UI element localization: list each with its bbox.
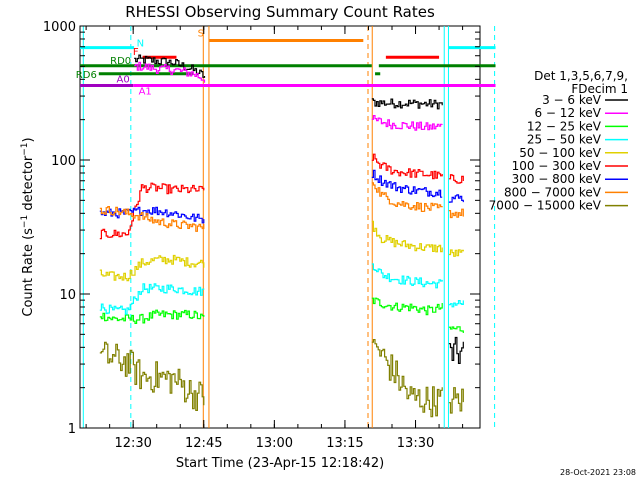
series-25-50-kev-segment-2: [448, 300, 464, 308]
legend-label-3-6-kev: 3 − 6 keV: [542, 93, 602, 107]
series-300-800-kev-segment-0: [99, 206, 205, 224]
series-800-7000-kev-segment-0: [99, 206, 205, 232]
flag-label-s: S: [198, 28, 204, 39]
x-tick-label-13-15: 13:15: [326, 436, 363, 451]
y-axis-label-mid: detector: [21, 155, 36, 215]
x-tick-label-12-30: 12:30: [114, 436, 151, 451]
y-tick-label-100: 100: [51, 154, 76, 169]
series-50-100-kev-segment-0: [99, 254, 205, 282]
flag-label-a1: A1: [139, 86, 152, 97]
series-6-12-kev-segment-1: [371, 115, 443, 131]
y-axis-label-sup2: −1: [20, 142, 30, 155]
series-6-12-kev-segment-0: [134, 61, 206, 83]
series-12-25-kev-segment-0: [99, 309, 205, 324]
y-axis-label-base: Count Rate (s: [21, 228, 36, 317]
series-12-25-kev-segment-2: [448, 326, 464, 333]
plot-frame: [79, 25, 481, 429]
series-25-50-kev-segment-0: [99, 283, 205, 315]
chart-title: RHESSI Observing Summary Count Rates: [125, 3, 435, 21]
series-100-300-kev-segment-0: [99, 182, 205, 240]
series-50-100-kev-segment-1: [371, 220, 443, 253]
series-7000-15000-kev-segment-1: [371, 339, 443, 418]
flag-label-rd6: RD6: [76, 70, 97, 81]
legend-label-25-50-kev: 25 − 50 keV: [527, 133, 602, 147]
series-3-6-kev-segment-2: [448, 336, 464, 364]
flag-label-f: F: [133, 47, 139, 58]
footer-timestamp: 28-Oct-2021 23:08: [560, 468, 636, 477]
flag-label-a0: A0: [117, 74, 130, 85]
legend-label-100-300-kev: 100 − 300 keV: [512, 159, 602, 173]
series-7000-15000-kev-segment-0: [99, 341, 205, 411]
y-tick-label-1000: 1000: [43, 20, 76, 35]
y-axis-label: Count Rate (s−1 detector−1): [20, 137, 36, 316]
y-axis-label-sup1: −1: [20, 215, 30, 228]
y-axis-label-end: ): [21, 137, 36, 142]
series-800-7000-kev-segment-1: [371, 182, 443, 212]
y-tick-label-10: 10: [59, 288, 76, 303]
series-3-6-kev-segment-0: [134, 54, 206, 78]
series-25-50-kev-segment-1: [371, 263, 443, 289]
x-axis-label: Start Time (23-Apr-15 12:18:42): [176, 456, 384, 471]
series-100-300-kev-segment-1: [371, 153, 443, 180]
legend-label-300-800-kev: 300 − 800 keV: [512, 172, 602, 186]
series-300-800-kev-segment-2: [448, 194, 464, 203]
series-100-300-kev-segment-2: [448, 174, 464, 184]
flag-label-rd0: RD0: [110, 56, 131, 67]
legend-label-800-7000-kev: 800 − 7000 keV: [504, 185, 602, 199]
x-tick-label-12-45: 12:45: [185, 436, 222, 451]
legend-label-12-25-kev: 12 − 25 keV: [527, 119, 602, 133]
x-tick-label-13-30: 13:30: [397, 436, 434, 451]
series-300-800-kev-segment-1: [371, 169, 443, 198]
series-50-100-kev-segment-2: [448, 249, 464, 257]
series-12-25-kev-segment-1: [371, 297, 443, 316]
legend-label-50-100-kev: 50 − 100 keV: [519, 146, 602, 160]
series-3-6-kev-segment-1: [371, 98, 443, 110]
series-lines: [99, 54, 464, 418]
vertical-markers: [82, 26, 496, 428]
flag-bars: NF S RD0 RD6 A0 A1: [76, 28, 496, 97]
legend-header-fdecim: FDecim 1: [571, 82, 628, 96]
series-800-7000-kev-segment-2: [448, 208, 464, 219]
legend-header-detectors: Det 1,3,5,6,7,9,: [534, 69, 628, 83]
axes: 12:30 12:45 13:00 13:15 13:30 1 10 100 1000: [43, 20, 480, 451]
series-7000-15000-kev-segment-2: [448, 387, 464, 414]
flag-label-n: N: [137, 39, 144, 50]
x-tick-label-13-00: 13:00: [256, 436, 293, 451]
legend-label-6-12-kev: 6 − 12 keV: [534, 106, 601, 120]
legend-label-7000-15000-kev: 7000 − 15000 keV: [489, 199, 602, 213]
y-tick-label-1: 1: [68, 422, 76, 437]
